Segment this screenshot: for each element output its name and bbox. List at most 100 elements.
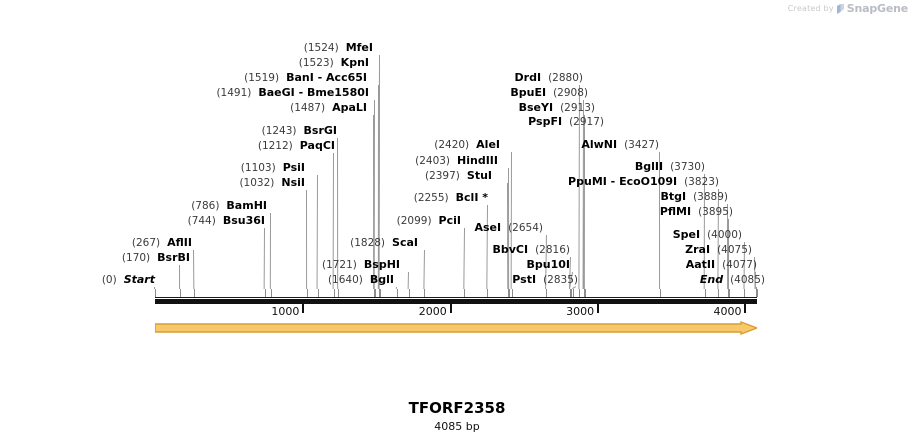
enzyme-label-aflii[interactable]: (267) AflII [132,237,192,249]
leader-line-mfei [378,54,380,289]
enzyme-position-drdi: (2880) [548,72,583,84]
enzyme-label-spei[interactable]: SpeI (4000) [673,229,742,241]
enzyme-name-alwni: AlwNI [581,138,618,151]
enzyme-name-ppumi: PpuMI - EcoO109I [568,175,678,188]
enzyme-label-apali[interactable]: (1487) ApaLI [290,102,367,114]
enzyme-label-alwni[interactable]: AlwNI (3427) [581,139,659,151]
enzyme-label-bsu36i[interactable]: (744) Bsu36I [188,215,265,227]
enzyme-tick-alei[interactable] [512,289,513,297]
leader-line-bsphi [407,271,409,289]
enzyme-tick-bsrbi[interactable] [180,289,181,297]
enzyme-tick-spei[interactable] [744,289,745,297]
enzyme-position-aflii: (267) [131,237,161,249]
enzyme-position-btgi: (3889) [693,191,728,203]
enzyme-label-stui[interactable]: (2397) StuI [425,170,492,182]
enzyme-tick-drdi[interactable] [579,289,580,297]
enzyme-label-bbvci[interactable]: BbvCI (2816) [492,244,570,256]
enzyme-label-alei[interactable]: (2420) AleI [434,139,500,151]
enzyme-label-bcli[interactable]: (2255) BclI * [414,192,488,204]
leader-line-alei [510,151,512,289]
enzyme-tick-bsphi[interactable] [409,289,410,297]
enzyme-label-pspfi[interactable]: PspFI (2917) [528,116,604,128]
enzyme-tick-pflmi[interactable] [729,289,730,297]
enzyme-label-zrai[interactable]: ZraI (4075) [685,244,752,256]
enzyme-label-bani[interactable]: (1519) BanI - Acc65I [244,72,367,84]
enzyme-tick-psii[interactable] [318,289,319,297]
enzyme-tick-hindiii[interactable] [509,289,510,297]
enzyme-label-aatii[interactable]: AatII (4077) [686,259,757,271]
enzyme-label-bsphi[interactable]: (1721) BspHI [322,259,400,271]
enzyme-tick-bcli[interactable] [487,289,488,297]
enzyme-tick-mfei[interactable] [380,289,381,297]
enzyme-label-ppumi[interactable]: PpuMI - EcoO109I (3823) [568,176,719,188]
enzyme-tick-bglii[interactable] [705,289,706,297]
enzyme-tick-apali[interactable] [374,289,375,297]
enzyme-tick-nsii[interactable] [307,289,308,297]
enzyme-position-zrai: (4075) [717,244,752,256]
enzyme-label-asei[interactable]: AseI (2654) [474,222,543,234]
enzyme-tick-bamhi[interactable] [271,289,272,297]
enzyme-label-bsrbi[interactable]: (170) BsrBI [122,252,190,264]
orf-arrow[interactable] [154,320,759,336]
enzyme-label-bsrgi[interactable]: (1243) BsrGI [262,125,337,137]
enzyme-label-bamhi[interactable]: (786) BamHI [191,200,267,212]
enzyme-tick-stui[interactable] [508,289,509,297]
enzyme-tick-pspfi[interactable] [585,289,586,297]
enzyme-label-baegi[interactable]: (1491) BaeGI - Bme1580I [216,87,369,99]
enzyme-label-bgli[interactable]: (1640) BglI [328,274,394,286]
enzyme-label-bpu10i[interactable]: Bpu10I [527,259,571,270]
enzyme-tick-kpni[interactable] [379,289,380,297]
enzyme-name-bgli: BglI [369,273,394,286]
enzyme-tick-aflii[interactable] [194,289,195,297]
enzyme-tick-psti[interactable] [573,289,574,297]
enzyme-label-start[interactable]: (0) Start [102,274,155,286]
enzyme-label-scai[interactable]: (1828) ScaI [350,237,418,249]
label-gap [677,175,684,188]
label-gap [274,176,281,189]
enzyme-label-bglii[interactable]: BglII (3730) [635,161,705,173]
label-gap [117,273,124,286]
enzyme-tick-paqci[interactable] [334,289,335,297]
enzyme-name-scai: ScaI [392,236,418,249]
enzyme-label-bseyi[interactable]: BseYI (2913) [519,102,595,114]
enzyme-position-baegi: (1491) [216,87,252,99]
enzyme-tick-bbvci[interactable] [570,289,571,297]
enzyme-label-pcii[interactable]: (2099) PciI [397,215,461,227]
enzyme-label-drdi[interactable]: DrdI (2880) [515,72,583,84]
enzyme-tick-aatii[interactable] [756,289,757,297]
enzyme-tick-end[interactable] [757,289,758,297]
enzyme-label-pflmi[interactable]: PflMI (3895) [660,206,733,218]
label-gap [546,86,553,99]
enzyme-tick-btgi[interactable] [728,289,729,297]
enzyme-tick-bpu10i[interactable] [571,289,573,297]
enzyme-name-mfei: MfeI [345,41,373,54]
enzyme-label-kpni[interactable]: (1523) KpnI [299,57,369,69]
leader-line-bcli [486,204,488,289]
enzyme-name-kpni: KpnI [340,56,369,69]
enzyme-tick-asei[interactable] [546,289,547,297]
enzyme-position-bsu36i: (744) [187,215,216,227]
enzyme-tick-bsu36i[interactable] [265,289,266,297]
enzyme-tick-scai[interactable] [424,289,425,297]
enzyme-label-mfei[interactable]: (1524) MfeI [304,42,373,54]
enzyme-label-psii[interactable]: (1103) PsiI [241,162,305,174]
enzyme-name-bsrgi: BsrGI [303,124,337,137]
enzyme-tick-pcii[interactable] [464,289,465,297]
enzyme-label-paqci[interactable]: (1212) PaqCI [258,140,335,152]
enzyme-label-nsii[interactable]: (1032) NsiI [239,177,305,189]
enzyme-position-bsrgi: (1243) [261,125,297,137]
enzyme-label-btgi[interactable]: BtgI (3889) [660,191,728,203]
enzyme-tick-bseyi[interactable] [584,289,585,297]
enzyme-tick-start[interactable] [155,289,156,297]
enzyme-position-bamhi: (786) [191,200,220,212]
enzyme-label-hindiii[interactable]: (2403) HindIII [415,155,498,167]
enzyme-label-psti[interactable]: PstI (2835) [512,274,578,286]
enzyme-name-bsu36i: Bsu36I [222,214,265,227]
enzyme-tick-alwni[interactable] [660,289,661,297]
enzyme-tick-bsrgi[interactable] [338,289,339,297]
enzyme-tick-baegi[interactable] [375,289,376,297]
enzyme-tick-bgli[interactable] [397,289,398,297]
enzyme-tick-ppumi[interactable] [718,289,719,297]
enzyme-label-bpuei[interactable]: BpuEI (2908) [510,87,588,99]
enzyme-label-end[interactable]: End (4085) [700,274,765,286]
